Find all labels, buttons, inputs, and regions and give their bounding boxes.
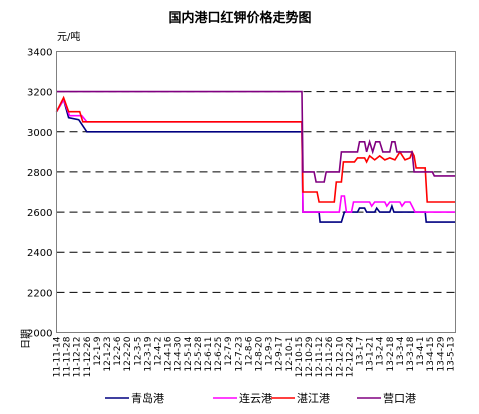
y-axis-label: 元/吨 — [57, 30, 80, 43]
y-tick-label: 2600 — [27, 208, 52, 219]
x-tick-label: 12-12-10 — [335, 336, 345, 377]
x-tick-label: 11-12-26 — [83, 336, 93, 377]
x-tick-label: 12-2-6 — [113, 336, 123, 366]
x-tick-label: 11-11-28 — [63, 336, 73, 377]
x-tick-label: 13-1-21 — [366, 337, 376, 372]
series-line — [55, 97, 456, 213]
x-axis-label: 日期 — [20, 329, 32, 349]
x-tick-label: 12-5-28 — [194, 336, 204, 371]
y-tick-label: 2000 — [27, 329, 52, 340]
y-tick-label: 3000 — [27, 128, 52, 139]
chart-title: 国内港口红钾价格走势图 — [168, 10, 311, 26]
y-tick-label: 3400 — [27, 48, 52, 59]
x-tick-label: 12-6-25 — [214, 337, 224, 372]
series-lines — [55, 90, 456, 223]
x-tick-label: 11-11-14 — [53, 336, 63, 377]
x-tick-label: 12-4-16 — [164, 336, 174, 371]
legend: 青岛港 连云港 湛江港 营口港 — [105, 391, 416, 405]
x-tick-label: 13-3-4 — [396, 336, 406, 366]
x-tick-label: 12-10-1 — [285, 337, 295, 372]
x-tick-label: 12-9-17 — [275, 337, 285, 372]
x-tick-label: 12-1-9 — [93, 336, 103, 366]
x-tick-label: 12-10-29 — [305, 336, 315, 377]
x-tick-label: 13-4-29 — [436, 336, 446, 371]
x-tick-label: 12-5-14 — [184, 336, 194, 371]
x-tick-label: 12-7-23 — [234, 337, 244, 372]
x-tick-label: 12-4-2 — [154, 337, 164, 366]
x-tick-label: 12-3-5 — [133, 337, 143, 366]
legend-label: 青岛港 — [131, 391, 164, 405]
series-line — [55, 95, 456, 203]
x-tick-label: 12-1-23 — [103, 337, 113, 372]
x-tick-label: 12-3-19 — [143, 336, 153, 371]
x-tick-label: 13-5-13 — [446, 337, 456, 372]
x-tick-label: 11-12-12 — [73, 337, 83, 378]
x-tick-label: 12-9-3 — [265, 337, 275, 366]
y-tick-label: 2200 — [27, 288, 52, 299]
x-tick-label: 13-2-4 — [376, 336, 386, 366]
series-line — [56, 90, 456, 183]
series-line — [55, 97, 456, 223]
x-tick-label: 12-11-26 — [325, 336, 335, 377]
y-tick-label: 3200 — [27, 88, 52, 99]
x-tick-label: 12-8-20 — [255, 336, 265, 371]
legend-label: 湛江港 — [297, 392, 330, 405]
x-tick-label: 12-10-15 — [295, 337, 305, 378]
x-tick-label: 12-2-20 — [123, 336, 133, 371]
x-tick-label: 12-4-30 — [174, 336, 184, 371]
plot-frame — [56, 51, 456, 333]
x-tick-label: 12-6-11 — [204, 337, 214, 372]
y-tick-label: 2400 — [27, 248, 52, 259]
y-tick-labels: 2000 2200 2400 2600 2800 3000 3200 3400 — [27, 48, 52, 340]
legend-label: 连云港 — [239, 392, 272, 405]
y-tick-label: 2800 — [27, 168, 52, 179]
x-tick-label: 13-3-18 — [406, 336, 416, 371]
x-tick-label: 12-12-24 — [345, 336, 355, 377]
x-tick-label: 12-7-9 — [224, 336, 234, 366]
x-tick-labels: 11-11-14 11-11-28 11-12-12 11-12-26 12-1-9 12… — [53, 336, 457, 377]
x-tick-label: 13-2-18 — [386, 336, 396, 371]
legend-label: 营口港 — [383, 391, 416, 405]
x-tick-label: 12-8-6 — [244, 336, 254, 366]
x-tick-label: 13-4-15 — [426, 337, 436, 372]
x-tick-label: 13-1-7 — [356, 337, 366, 366]
x-tick-label: 12-11-12 — [315, 337, 325, 378]
x-tick-label: 13-4-1 — [416, 337, 426, 366]
